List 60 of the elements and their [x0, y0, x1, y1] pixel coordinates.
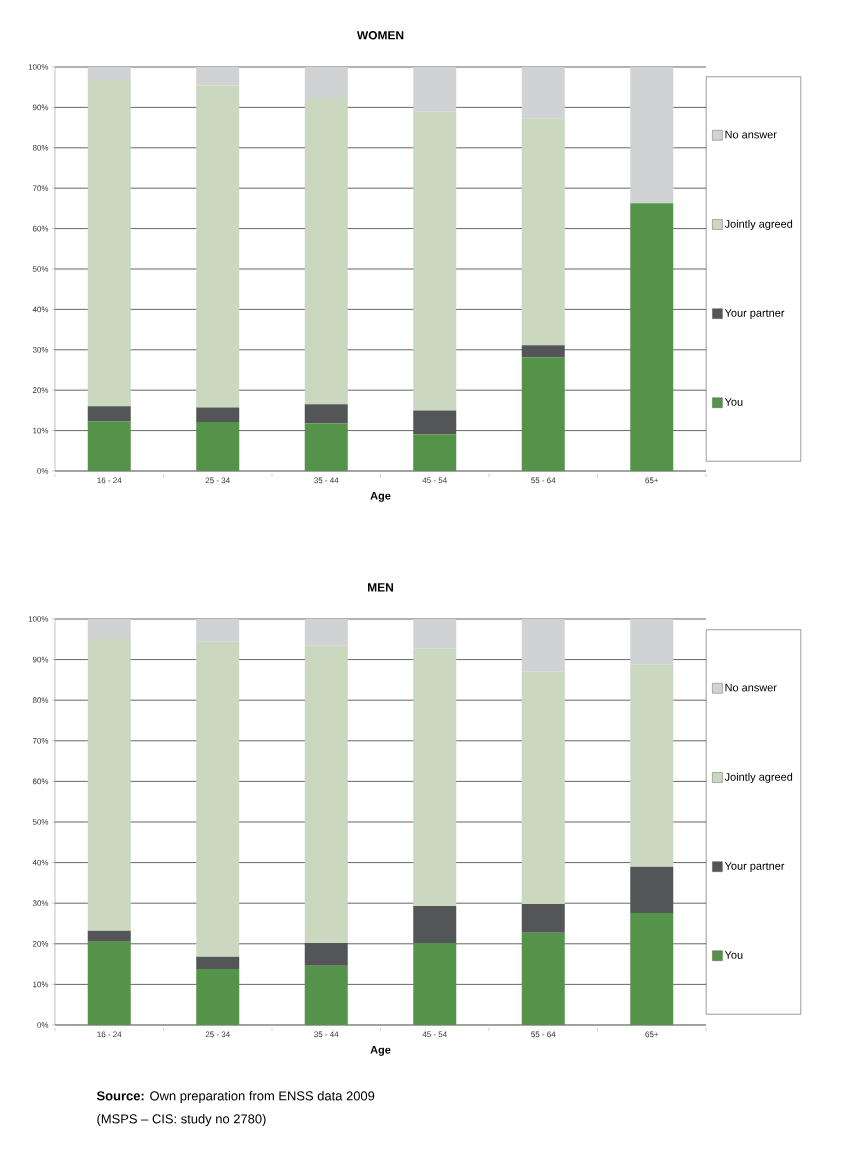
legend-label: You	[724, 951, 743, 959]
bar	[304, 965, 348, 1025]
bar	[87, 638, 131, 931]
bar	[87, 941, 131, 1025]
legend-label: No answer	[725, 130, 777, 139]
x-axis-title: Age	[370, 492, 391, 502]
bar	[87, 66, 131, 80]
bar	[196, 968, 240, 1025]
bar	[196, 641, 240, 957]
chart-title: WOMEN	[356, 31, 404, 40]
bar	[630, 203, 674, 471]
bar	[521, 618, 565, 672]
bar	[630, 912, 674, 1025]
bar	[413, 618, 457, 649]
legend-label: Your partner	[724, 862, 785, 872]
bar	[87, 421, 131, 471]
bar	[87, 618, 131, 639]
bar	[87, 79, 131, 407]
bar	[521, 345, 565, 358]
bar	[521, 932, 565, 1025]
text: (MSPS – CIS: study no 2780)	[97, 1113, 266, 1127]
bar	[413, 434, 457, 471]
bar	[196, 956, 240, 969]
bar	[304, 423, 348, 471]
x-axis-title: Age	[370, 1046, 391, 1056]
bar	[521, 671, 565, 904]
legend-label: Your partner	[724, 309, 785, 319]
text: Source: Own preparation from ENSS data 2009	[96, 1090, 375, 1104]
bar	[521, 904, 565, 933]
bar	[521, 66, 565, 119]
bar	[196, 422, 240, 471]
bar	[304, 98, 348, 405]
bar	[196, 85, 240, 408]
bar	[630, 66, 674, 204]
bar	[304, 645, 348, 943]
bar	[413, 906, 457, 943]
chart-title: MEN	[368, 583, 393, 592]
bar	[521, 357, 565, 471]
bar	[413, 111, 457, 411]
bar	[630, 664, 674, 867]
bar	[630, 618, 674, 665]
bar	[196, 66, 240, 86]
legend-label: Jointly agreed	[724, 772, 793, 783]
legend-label: You	[724, 398, 743, 406]
bar	[413, 66, 457, 112]
bar	[304, 404, 348, 424]
bar	[196, 407, 240, 423]
bar	[304, 66, 348, 99]
bar	[304, 618, 348, 646]
bar	[196, 618, 240, 642]
bar	[630, 866, 674, 913]
bar	[413, 648, 457, 907]
bar	[87, 930, 131, 942]
bar	[413, 942, 457, 1025]
legend-label: No answer	[725, 683, 777, 692]
bar	[413, 410, 457, 435]
bar	[304, 942, 348, 966]
legend-label: Jointly agreed	[724, 219, 793, 230]
bar	[521, 118, 565, 346]
bar	[87, 406, 131, 422]
